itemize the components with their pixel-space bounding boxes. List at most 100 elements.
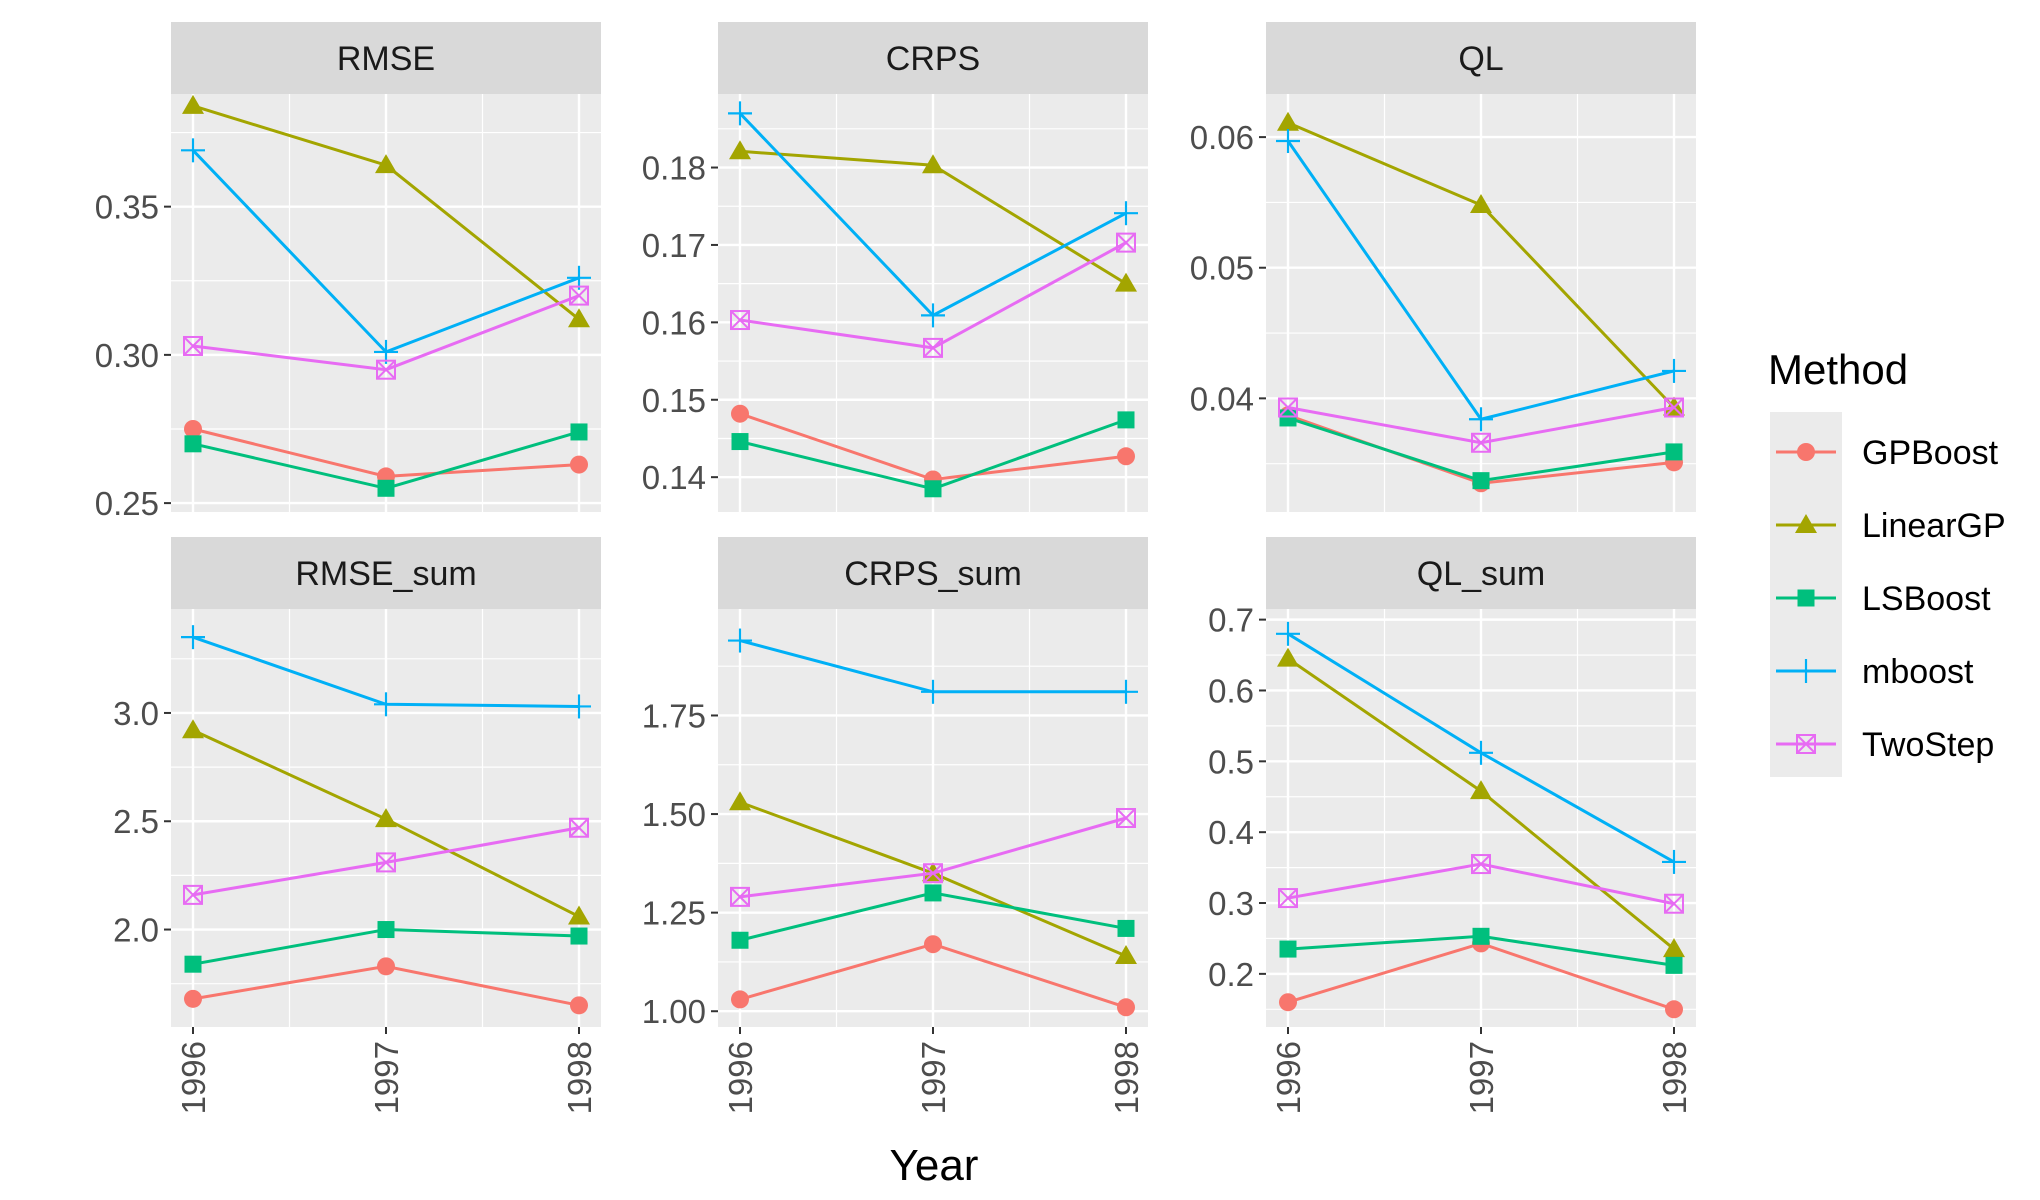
- point-mboost: [921, 679, 945, 704]
- point-twostep: [730, 886, 750, 907]
- point-mboost: [181, 625, 205, 650]
- point-lsboost: [924, 480, 942, 498]
- legend-item-lsboost: LSBoost: [1776, 580, 1991, 618]
- point-twostep: [923, 337, 943, 358]
- legend-item-twostep: TwoStep: [1776, 726, 1994, 764]
- x-tick-label: 1996: [722, 1041, 759, 1114]
- y-tick-label: 0.18: [642, 150, 706, 187]
- y-tick-label: 2.5: [113, 803, 159, 840]
- point-lineargp: [1470, 194, 1492, 214]
- y-tick-label: 0.16: [642, 304, 706, 341]
- point-lineargp: [568, 905, 590, 925]
- strip-label-crps: CRPS: [886, 40, 980, 78]
- point-mboost: [1469, 740, 1493, 765]
- y-tick-label: 0.4: [1208, 814, 1254, 851]
- strip-ql: [1266, 22, 1696, 94]
- y-tick-label: 0.6: [1208, 672, 1254, 709]
- point-lineargp: [729, 140, 751, 160]
- point-gpboost: [1117, 447, 1135, 466]
- y-tick-label: 1.50: [642, 796, 706, 833]
- panel-rmse: RMSE 0.25 0.30 0.35: [95, 22, 601, 522]
- point-lineargp: [1277, 647, 1299, 667]
- y-tick-label: 0.17: [642, 227, 706, 264]
- point-twostep: [1664, 893, 1684, 914]
- strip-label-crps-sum: CRPS_sum: [844, 555, 1022, 593]
- point-lineargp: [729, 791, 751, 811]
- point-gpboost: [1665, 1000, 1683, 1019]
- strip-label-ql-sum: QL_sum: [1417, 555, 1546, 593]
- point-twostep: [1278, 397, 1298, 418]
- point-lsboost: [1117, 411, 1135, 429]
- point-lineargp: [1115, 945, 1137, 965]
- point-lsboost: [570, 423, 588, 441]
- point-twostep: [1278, 888, 1298, 909]
- panel-crps-sum: CRPS_sum 1.00 1.25 1.50 1.75 1996 1997 1998: [642, 537, 1148, 1114]
- strip-rmse: [171, 22, 601, 94]
- point-gpboost: [731, 404, 749, 423]
- legend-label-mboost: mboost: [1862, 653, 1974, 691]
- y-tick-label: 0.14: [642, 459, 706, 496]
- point-mboost: [1469, 407, 1493, 432]
- point-gpboost: [570, 996, 588, 1015]
- point-lineargp: [1115, 272, 1137, 292]
- y-tick-label: 0.5: [1208, 743, 1254, 780]
- panel-crps: CRPS 0.14 0.15 0.16 0.17 0.18: [642, 22, 1148, 512]
- y-tick-label: 0.25: [95, 485, 159, 522]
- x-tick-label: 1996: [1270, 1041, 1307, 1114]
- point-gpboost: [924, 935, 942, 954]
- y-tick-label: 1.75: [642, 697, 706, 734]
- legend-key-marker-lineargp: [1795, 514, 1817, 533]
- panel-ql-sum: QL_sum 0.2 0.3 0.4 0.5 0.6 0.7 1996 1997 1998: [1208, 537, 1696, 1114]
- y-tick-label: 0.3: [1208, 885, 1254, 922]
- point-twostep: [569, 817, 589, 838]
- point-lsboost: [1472, 472, 1490, 490]
- point-mboost: [181, 138, 205, 163]
- point-lsboost: [377, 921, 395, 939]
- x-tick-label: 1996: [175, 1041, 212, 1114]
- point-lsboost: [570, 927, 588, 945]
- point-twostep: [183, 335, 203, 356]
- point-twostep: [1664, 397, 1684, 418]
- point-lineargp: [375, 154, 397, 174]
- point-lsboost: [731, 931, 749, 949]
- point-mboost: [728, 628, 752, 653]
- point-mboost: [567, 694, 591, 719]
- point-lineargp: [1277, 111, 1299, 131]
- point-lsboost: [1665, 443, 1683, 461]
- y-tick-label: 2.0: [113, 912, 159, 949]
- x-tick-label: 1997: [1463, 1041, 1500, 1114]
- y-tick-label: 1.25: [642, 895, 706, 932]
- point-gpboost: [1117, 998, 1135, 1017]
- point-mboost: [1662, 358, 1686, 383]
- point-gpboost: [184, 419, 202, 438]
- y-tick-label: 0.30: [95, 337, 159, 374]
- point-mboost: [374, 692, 398, 717]
- strip-label-ql: QL: [1458, 40, 1503, 78]
- legend-key-marker-mboost: [1794, 659, 1818, 683]
- point-lsboost: [1117, 919, 1135, 937]
- panel-ql: QL 0.04 0.05 0.06: [1190, 22, 1696, 512]
- point-lineargp: [568, 308, 590, 328]
- panels: RMSE 0.25 0.30 0.35 CRPS 0.14 0.15 0.16 0.17 0.18…: [95, 22, 1696, 1114]
- strip-crps: [718, 22, 1148, 94]
- panel-rmse-sum: RMSE_sum 2.0 2.5 3.0 1996 1997 1998: [113, 537, 601, 1114]
- point-mboost: [1114, 679, 1138, 704]
- y-tick-label: 1.00: [642, 993, 706, 1030]
- x-tick-label: 1998: [561, 1041, 598, 1114]
- point-lsboost: [1279, 409, 1297, 427]
- point-lineargp: [1663, 396, 1685, 416]
- x-tick-label: 1997: [915, 1041, 952, 1114]
- point-twostep: [1471, 854, 1491, 875]
- point-lineargp: [182, 94, 204, 114]
- point-lineargp: [182, 719, 204, 739]
- y-tick-label: 0.15: [642, 382, 706, 419]
- point-mboost: [1276, 621, 1300, 646]
- x-tick-label: 1997: [368, 1041, 405, 1114]
- legend-key-marker-gpboost: [1797, 443, 1815, 461]
- point-gpboost: [1279, 993, 1297, 1012]
- point-gpboost: [731, 990, 749, 1009]
- point-twostep: [376, 852, 396, 873]
- point-lineargp: [1663, 938, 1685, 958]
- point-twostep: [1471, 432, 1491, 453]
